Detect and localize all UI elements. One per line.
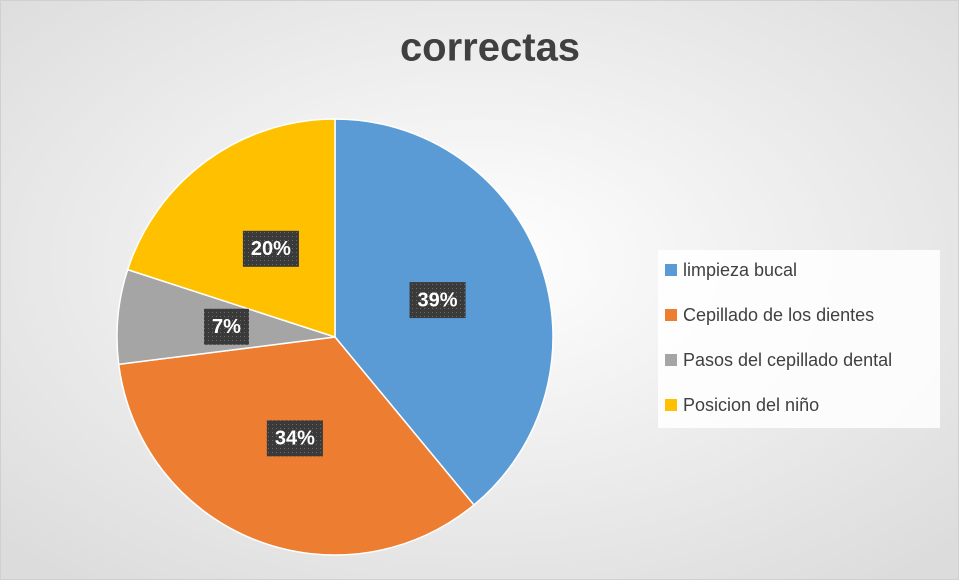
data-label: 20% [251, 238, 291, 260]
legend-swatch [665, 399, 677, 411]
legend-swatch [665, 264, 677, 276]
data-label: 34% [275, 428, 315, 450]
legend-label: limpieza bucal [683, 260, 797, 280]
data-label-box [204, 308, 249, 345]
data-label-box [242, 230, 299, 267]
chart-title: correctas [400, 26, 580, 70]
data-label-box [266, 420, 323, 457]
data-label-box [409, 282, 466, 319]
legend-label: Pasos del cepillado dental [683, 350, 892, 370]
legend-swatch [665, 309, 677, 321]
legend-swatch [665, 354, 677, 366]
data-label: 39% [418, 289, 458, 311]
legend-label: Posicion del niño [683, 395, 819, 415]
data-label: 7% [212, 316, 241, 338]
legend-label: Cepillado de los dientes [683, 305, 874, 325]
legend-box [658, 250, 940, 428]
pie-slice [126, 118, 336, 339]
